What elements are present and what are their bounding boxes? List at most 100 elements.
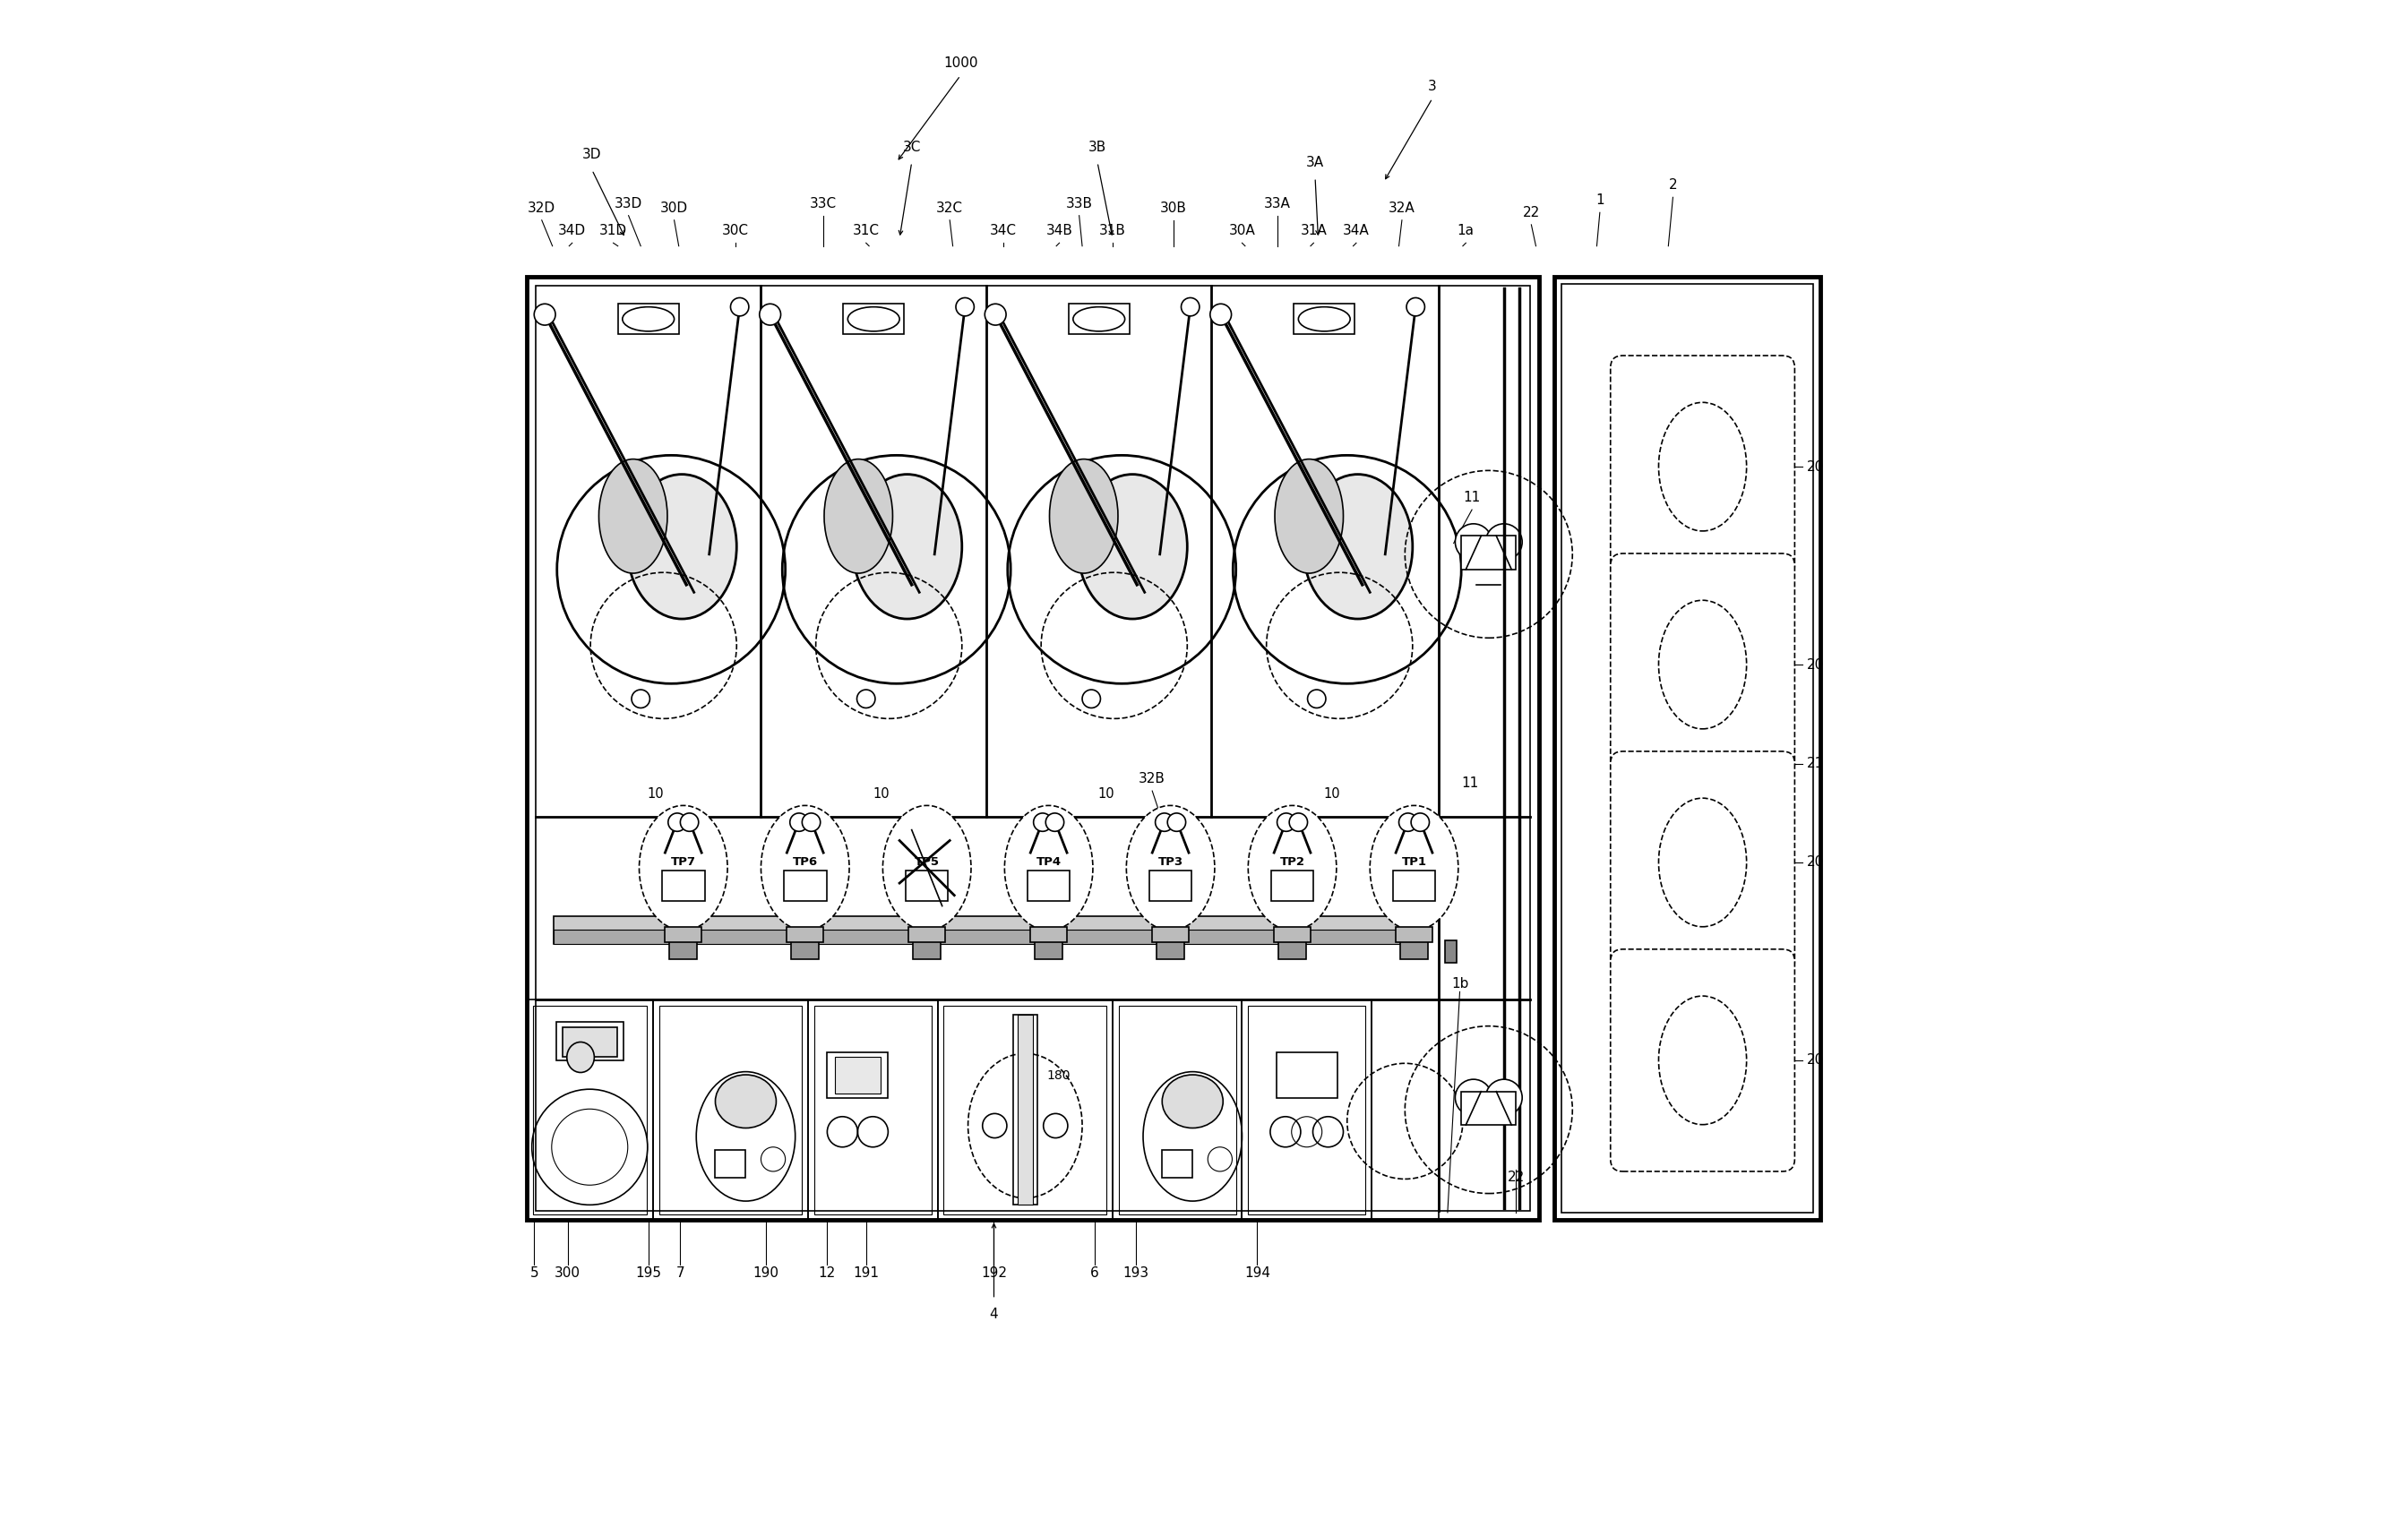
Ellipse shape: [1074, 307, 1125, 331]
Circle shape: [1033, 812, 1052, 831]
Text: 2: 2: [1669, 179, 1678, 192]
Text: 30A: 30A: [1228, 224, 1255, 238]
Circle shape: [631, 690, 650, 709]
Text: 33A: 33A: [1264, 197, 1291, 211]
Text: 193: 193: [1122, 1267, 1149, 1280]
Text: 31C: 31C: [852, 224, 879, 238]
Bar: [1462, 536, 1517, 570]
Ellipse shape: [761, 806, 850, 930]
Text: 31D: 31D: [600, 224, 626, 238]
Ellipse shape: [884, 806, 970, 930]
Ellipse shape: [1298, 307, 1351, 331]
Text: 33D: 33D: [614, 197, 643, 211]
Text: 20: 20: [1806, 460, 1825, 473]
Ellipse shape: [824, 460, 893, 573]
Bar: [556, 1022, 624, 1060]
Circle shape: [956, 298, 975, 316]
Bar: [554, 916, 1411, 944]
Text: 191: 191: [852, 1267, 879, 1280]
Bar: [662, 870, 706, 901]
Circle shape: [1211, 304, 1230, 325]
Text: 10: 10: [1324, 788, 1341, 800]
Bar: [1035, 941, 1062, 959]
Bar: [1112, 999, 1243, 1220]
Bar: [1028, 870, 1069, 901]
Text: 11: 11: [1464, 490, 1481, 504]
Bar: [1156, 941, 1185, 959]
Text: 31B: 31B: [1100, 224, 1127, 238]
Ellipse shape: [600, 460, 667, 573]
Text: 30C: 30C: [722, 224, 749, 238]
Text: 33C: 33C: [809, 197, 838, 211]
Text: 1000: 1000: [944, 56, 978, 70]
Text: 20: 20: [1806, 855, 1825, 869]
Text: TP7: TP7: [672, 857, 696, 867]
Text: 31A: 31A: [1300, 224, 1327, 238]
Circle shape: [1454, 1080, 1491, 1116]
Ellipse shape: [626, 475, 737, 618]
Text: 20: 20: [1806, 658, 1825, 672]
Text: 32D: 32D: [527, 202, 556, 215]
Bar: [937, 999, 1112, 1220]
Text: 300: 300: [554, 1267, 580, 1280]
Text: 5: 5: [530, 1267, 539, 1280]
Bar: [1445, 941, 1457, 964]
Text: 180: 180: [1047, 1069, 1072, 1081]
Circle shape: [1276, 812, 1296, 831]
Circle shape: [1168, 812, 1185, 831]
Text: TP4: TP4: [1035, 857, 1062, 867]
Text: 1a: 1a: [1457, 224, 1474, 238]
Text: 3D: 3D: [583, 148, 602, 162]
Bar: [1392, 870, 1435, 901]
Text: 10: 10: [1098, 788, 1115, 800]
Text: 20: 20: [1806, 1054, 1825, 1067]
Ellipse shape: [566, 1041, 595, 1072]
Text: 1b: 1b: [1452, 977, 1469, 991]
Text: 30B: 30B: [1161, 202, 1187, 215]
Text: 34D: 34D: [559, 224, 585, 238]
Circle shape: [1288, 812, 1308, 831]
Ellipse shape: [848, 307, 901, 331]
Bar: [653, 999, 809, 1220]
Circle shape: [1411, 812, 1430, 831]
Text: 3A: 3A: [1305, 156, 1324, 169]
Text: 34B: 34B: [1045, 224, 1072, 238]
Circle shape: [857, 690, 874, 709]
Circle shape: [802, 812, 821, 831]
Text: 10: 10: [874, 788, 889, 800]
Text: 7: 7: [677, 1267, 684, 1280]
Text: TP3: TP3: [1158, 857, 1182, 867]
Bar: [1401, 941, 1428, 959]
Text: TP2: TP2: [1279, 857, 1305, 867]
Bar: [660, 1005, 802, 1214]
Bar: [913, 941, 942, 959]
Bar: [1019, 1014, 1033, 1205]
Circle shape: [535, 304, 556, 325]
Circle shape: [667, 812, 686, 831]
Text: 30D: 30D: [660, 202, 689, 215]
Bar: [1163, 1150, 1192, 1177]
Ellipse shape: [852, 475, 961, 618]
Bar: [669, 941, 696, 959]
FancyBboxPatch shape: [1611, 356, 1794, 577]
Bar: [535, 286, 1529, 1211]
Bar: [1563, 284, 1813, 1212]
Bar: [1293, 304, 1356, 334]
Text: 32A: 32A: [1389, 202, 1416, 215]
Bar: [527, 276, 1539, 1220]
FancyBboxPatch shape: [1611, 553, 1794, 776]
Ellipse shape: [1247, 806, 1336, 930]
Circle shape: [1486, 1080, 1522, 1116]
Text: 190: 190: [754, 1267, 778, 1280]
Bar: [1120, 1005, 1235, 1214]
Text: 194: 194: [1245, 1267, 1271, 1280]
Bar: [1271, 870, 1315, 901]
Bar: [1462, 1092, 1517, 1125]
Bar: [527, 999, 653, 1220]
Text: 33B: 33B: [1067, 197, 1093, 211]
Bar: [1247, 1005, 1365, 1214]
Ellipse shape: [715, 1075, 775, 1128]
Bar: [792, 941, 819, 959]
Circle shape: [1406, 298, 1426, 316]
Bar: [554, 930, 1411, 944]
